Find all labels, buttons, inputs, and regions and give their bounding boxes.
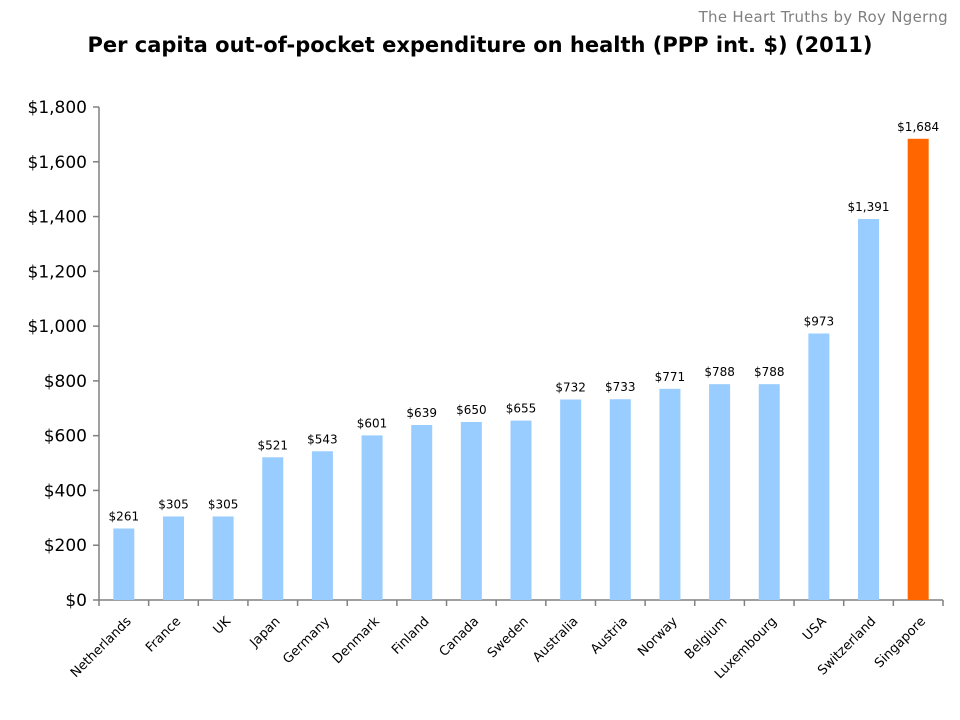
y-tick-label: $400 — [44, 481, 87, 501]
category-label: France — [143, 614, 184, 655]
category-label: Singapore — [872, 614, 929, 671]
bar-luxembourg — [758, 384, 780, 600]
data-label: $788 — [754, 365, 785, 379]
bar-singapore — [907, 138, 929, 600]
category-label: Austria — [588, 614, 631, 657]
category-label: Canada — [437, 614, 483, 660]
category-label: UK — [211, 614, 235, 638]
bar-sweden — [510, 420, 532, 600]
bar-france — [162, 516, 184, 600]
watermark-text: The Heart Truths by Roy Ngerng — [698, 8, 948, 26]
bar-switzerland — [858, 219, 880, 600]
category-label: Germany — [280, 614, 333, 667]
category-label: USA — [800, 614, 830, 644]
bar-japan — [262, 457, 284, 600]
data-label: $732 — [555, 381, 586, 395]
bar-finland — [411, 424, 433, 600]
bar-usa — [808, 333, 830, 600]
bar-denmark — [361, 435, 383, 600]
data-label: $639 — [406, 406, 437, 420]
data-label: $733 — [605, 380, 636, 394]
y-tick-label: $800 — [44, 372, 87, 392]
bar-austria — [609, 399, 631, 600]
bar-canada — [460, 421, 482, 600]
category-label: Finland — [389, 614, 432, 657]
y-tick-label: $1,800 — [28, 98, 87, 118]
y-tick-label: $600 — [44, 427, 87, 447]
data-label: $521 — [257, 438, 288, 452]
category-label: Sweden — [485, 614, 532, 661]
category-label: Denmark — [330, 614, 383, 667]
category-label: Australia — [530, 614, 581, 665]
y-tick-label: $1,400 — [28, 208, 87, 228]
data-label: $1,391 — [848, 200, 890, 214]
category-label: Belgium — [682, 614, 730, 662]
chart-title: Per capita out-of-pocket expenditure on … — [87, 33, 873, 57]
data-label: $973 — [804, 315, 835, 329]
y-tick-label: $0 — [65, 591, 87, 611]
bar-germany — [311, 451, 333, 600]
data-label: $543 — [307, 432, 338, 446]
category-label: Netherlands — [68, 614, 135, 681]
data-label: $650 — [456, 403, 487, 417]
bar-australia — [560, 399, 582, 600]
y-tick-label: $1,600 — [28, 153, 87, 173]
bar-norway — [659, 388, 681, 600]
data-label: $305 — [208, 497, 239, 511]
data-label: $601 — [357, 416, 388, 430]
category-label: Norway — [635, 614, 681, 660]
data-label: $771 — [655, 370, 686, 384]
data-label: $305 — [158, 497, 189, 511]
data-label: $655 — [506, 402, 537, 416]
y-tick-label: $1,000 — [28, 317, 87, 337]
bar-belgium — [709, 384, 731, 600]
bar-netherlands — [113, 528, 135, 600]
data-label: $261 — [109, 510, 140, 524]
category-label: Japan — [247, 614, 284, 651]
data-label: $788 — [704, 365, 735, 379]
y-tick-label: $200 — [44, 536, 87, 556]
data-label: $1,684 — [897, 120, 939, 134]
y-tick-label: $1,200 — [28, 262, 87, 282]
bar-uk — [212, 516, 234, 600]
